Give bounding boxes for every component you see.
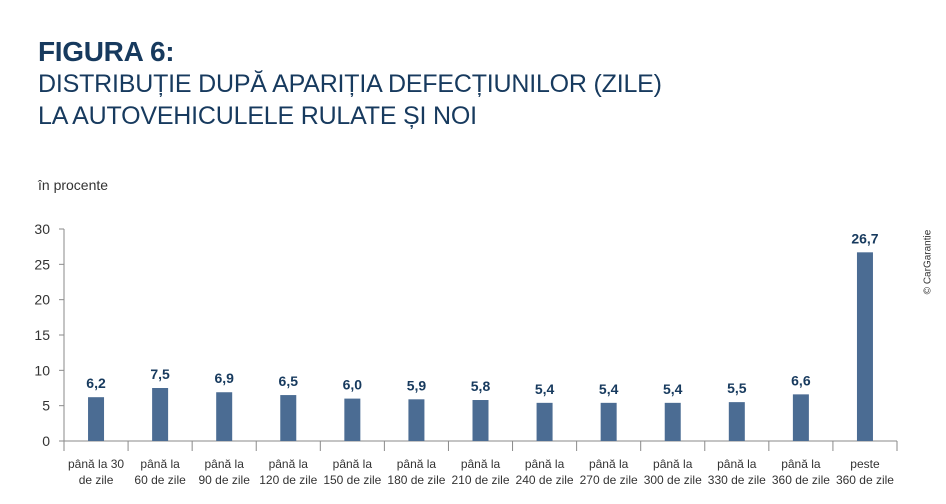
bar-value-label: 5,8: [471, 378, 491, 394]
y-tick-label: 30: [34, 221, 50, 237]
bar-value-label: 6,9: [214, 370, 234, 386]
figure-label: FIGURA 6:: [38, 36, 175, 67]
y-tick-label: 5: [42, 398, 50, 414]
bar-value-label: 6,2: [86, 375, 106, 391]
x-tick-label: 240 de zile: [516, 473, 574, 487]
y-tick-label: 10: [34, 362, 50, 378]
x-tick-label: până la: [333, 457, 373, 471]
x-tick-label: 270 de zile: [580, 473, 638, 487]
bar-value-label: 5,4: [535, 381, 555, 397]
bar: [216, 392, 233, 441]
x-tick-label: 120 de zile: [259, 473, 317, 487]
bar-value-label: 26,7: [851, 230, 878, 246]
y-tick-label: 0: [42, 433, 50, 449]
bar: [600, 402, 617, 441]
bar-value-label: 6,6: [791, 372, 811, 388]
unit-label: în procente: [38, 177, 109, 193]
bar: [408, 399, 425, 441]
x-tick-label: până la 30: [68, 457, 124, 471]
x-tick-label: până la: [653, 457, 693, 471]
x-tick-label: până la: [717, 457, 757, 471]
x-tick-label: 180 de zile: [387, 473, 445, 487]
bar: [344, 398, 361, 441]
bar: [536, 402, 553, 441]
x-tick-label: 300 de zile: [644, 473, 702, 487]
x-tick-label: până la: [140, 457, 180, 471]
bar-value-label: 5,4: [663, 381, 683, 397]
y-tick-label: 20: [34, 292, 50, 308]
bar: [280, 395, 297, 441]
x-tick-label: 360 de zile: [772, 473, 830, 487]
x-tick-label: 90 de zile: [199, 473, 251, 487]
bar: [88, 397, 105, 441]
bar: [472, 400, 489, 441]
x-tick-label: până la: [205, 457, 245, 471]
x-tick-label: 330 de zile: [708, 473, 766, 487]
x-tick-label: până la: [525, 457, 565, 471]
x-tick-label: până la: [589, 457, 629, 471]
x-tick-label: până la: [397, 457, 437, 471]
x-tick-label: peste: [850, 457, 880, 471]
x-tick-label: până la: [461, 457, 501, 471]
x-tick-label: până la: [269, 457, 309, 471]
bar: [792, 394, 809, 441]
x-tick-label: 210 de zile: [451, 473, 509, 487]
bar: [152, 388, 169, 441]
bar-value-label: 6,0: [343, 377, 363, 393]
y-tick-label: 15: [34, 327, 50, 343]
bar: [728, 402, 745, 441]
bar-value-label: 5,5: [727, 380, 747, 396]
bar-value-label: 5,9: [407, 377, 427, 393]
bar-value-label: 6,5: [279, 373, 299, 389]
y-tick-label: 25: [34, 256, 50, 272]
x-tick-label: 150 de zile: [323, 473, 381, 487]
figure-title-line-2: LA AUTOVEHICULELE RULATE ȘI NOI: [38, 102, 477, 130]
bar-value-label: 5,4: [599, 381, 619, 397]
figure-title-block: FIGURA 6: DISTRIBUȚIE DUPĂ APARIȚIA DEFE…: [38, 36, 662, 132]
bar: [664, 402, 681, 441]
x-tick-label: 60 de zile: [134, 473, 186, 487]
bar: [856, 252, 873, 441]
x-tick-label: 360 de zile: [836, 473, 894, 487]
figure-title-line-1: DISTRIBUȚIE DUPĂ APARIȚIA DEFECȚIUNILOR …: [38, 70, 662, 98]
x-tick-label: de zile: [79, 473, 114, 487]
x-tick-label: până la: [781, 457, 821, 471]
bar-value-label: 7,5: [150, 366, 170, 382]
